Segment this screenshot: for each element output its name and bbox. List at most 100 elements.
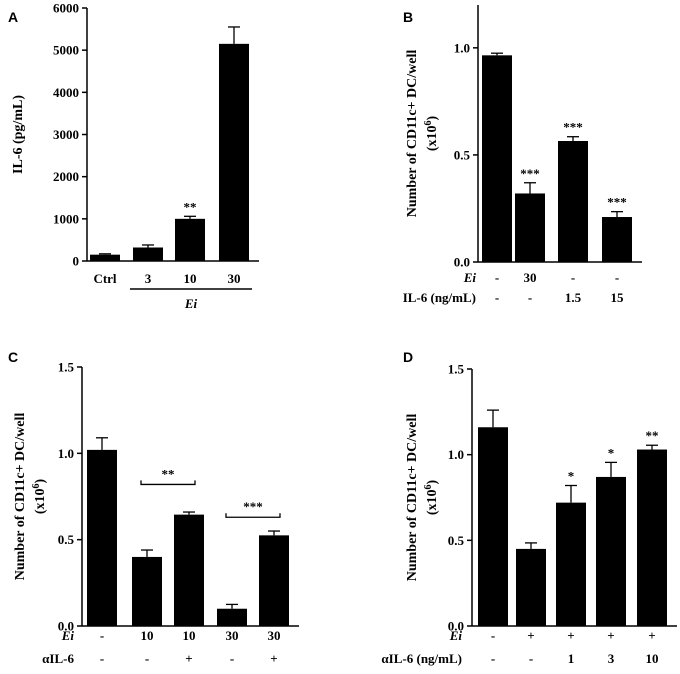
panel-letter: C [8,349,18,365]
y-axis-unit-label: (x106) [423,480,441,516]
panel-b: B 0.0 0.5 1.0 Number of CD11c+ DC/well (x106)… [403,5,642,305]
condition-value: - [145,651,149,666]
condition-value: - [100,628,104,643]
group-label: Ei [184,296,198,311]
condition-row-label: αIL-6 [42,651,74,666]
bar [219,44,249,261]
bar [175,219,205,261]
condition-value: 1.5 [565,290,582,305]
condition-value: - [100,651,104,666]
y-axis-label: IL-6 (pg/mL) [11,95,26,174]
bar [556,503,586,626]
bracket-significance-label: *** [243,499,263,514]
y-axis-unit-label: (x106) [423,116,441,152]
bar [478,427,508,626]
y-tick-label: 5000 [53,43,79,58]
y-unit-end: ) [425,116,440,121]
y-tick-label: 4000 [53,85,79,100]
condition-value: - [528,290,532,305]
y-tick-label: 0.5 [454,147,471,162]
bar [558,141,588,262]
condition-value: - [491,628,495,643]
condition-value: 15 [611,290,625,305]
y-tick-label: 1.0 [58,446,74,461]
y-tick-label: 2000 [53,169,79,184]
y-tick-label: 0.0 [454,255,470,270]
bar [602,217,632,262]
bar [132,557,162,626]
condition-row-label: Ei [61,628,75,643]
panel-a: A0100020003000400050006000IL-6 (pg/mL)**… [8,1,259,312]
bracket-significance-label: ** [162,466,175,481]
bar [90,255,120,261]
y-tick-label: 1.0 [448,447,464,462]
bar [174,515,204,626]
bar [259,535,289,626]
panel-letter: B [403,9,413,25]
condition-value: + [270,651,277,666]
condition-row-label: Ei [449,628,463,643]
x-tick-label: 30 [228,271,241,286]
condition-value: 30 [226,628,239,643]
condition-value: + [607,628,614,643]
y-unit-base: (x10 [425,126,440,152]
condition-row-label: Ei [463,270,477,285]
bar [596,477,626,626]
condition-row-label: αIL-6 (ng/mL) [381,651,462,666]
condition-value: - [529,651,533,666]
y-axis-label: Number of CD11c+ DC/well [405,414,420,582]
bar [217,609,247,626]
y-tick-label: 1.0 [454,40,470,55]
y-tick-label: 1.5 [448,362,465,377]
y-axis-label: Number of CD11c+ DC/well [13,413,28,581]
condition-value: 10 [141,628,154,643]
bar [133,248,163,261]
condition-value: - [571,270,575,285]
y-tick-label: 1.5 [58,360,75,375]
significance-label: * [608,445,615,460]
bar [87,450,117,626]
x-tick-label: 10 [184,271,197,286]
y-axis-label: Number of CD11c+ DC/well [405,50,420,218]
significance-label: * [568,469,575,484]
bar [516,549,546,626]
condition-value: 10 [646,651,659,666]
y-unit-base: (x10 [33,489,48,515]
significance-label: *** [563,120,583,135]
bar [637,450,667,626]
condition-value: - [495,270,499,285]
y-axis-unit-label: (x106) [31,479,49,515]
condition-value: + [527,628,534,643]
y-tick-label: 0.5 [448,533,465,548]
y-unit-end: ) [425,480,440,485]
y-tick-label: 1000 [53,211,79,226]
figure: A0100020003000400050006000IL-6 (pg/mL)**… [0,0,680,674]
panel-letter: D [403,349,413,365]
significance-label: *** [607,195,627,210]
y-tick-label: 6000 [53,1,79,16]
condition-value: - [491,651,495,666]
condition-value: 10 [183,628,196,643]
condition-value: 1 [568,651,575,666]
condition-value: + [648,628,655,643]
condition-value: - [495,290,499,305]
condition-value: - [230,651,234,666]
y-tick-label: 3000 [53,127,79,142]
x-tick-label: 3 [145,271,152,286]
condition-value: 30 [268,628,281,643]
y-tick-label: 0.5 [58,532,75,547]
y-tick-label: 0 [73,254,80,269]
condition-row-label: IL-6 (ng/mL) [403,290,476,305]
condition-value: - [615,270,619,285]
x-tick-label: Ctrl [93,271,116,286]
condition-value: 30 [524,270,537,285]
significance-label: ** [646,428,659,443]
condition-value: + [567,628,574,643]
bar [482,55,512,262]
panel-letter: A [8,9,18,25]
y-unit-base: (x10 [425,490,440,516]
bar [515,193,545,262]
condition-value: + [185,651,192,666]
